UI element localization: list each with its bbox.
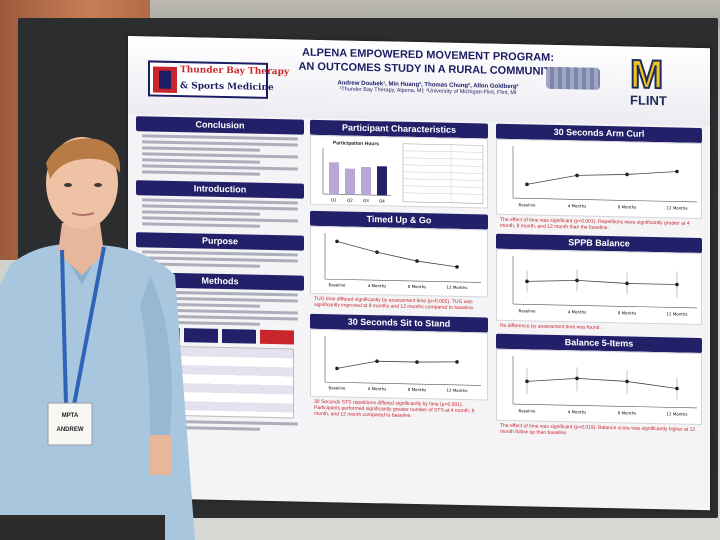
university-mark: M: [629, 52, 664, 99]
tug-tick-2: 4 Months: [368, 283, 386, 288]
balance5-panel: Baseline 4 Months 8 Months 12 Months: [496, 348, 702, 426]
clinic-name-line1: Thunder Bay Therapy: [180, 65, 290, 78]
q-tick-2: Q2: [347, 198, 353, 203]
poster-title-block: ALPENA EMPOWERED MOVEMENT PROGRAM: AN OU…: [278, 45, 578, 97]
poster-header: Thunder Bay Therapy & Sports Medicine AL…: [128, 36, 710, 127]
participation-hours-title: Participation Hours: [333, 140, 379, 147]
name-badge: [47, 402, 93, 446]
conference-logo: [546, 66, 600, 90]
presenter-hair: [46, 138, 121, 179]
sppb-chart: Baseline 4 Months 8 Months 12 Months: [512, 256, 697, 317]
timed-up-go-panel: Baseline 4 Months 8 Months 12 Months: [310, 225, 488, 298]
arm-tick-2: 4 Months: [568, 203, 586, 208]
tug-tick-4: 12 Months: [447, 285, 468, 290]
sppb-panel: Baseline 4 Months 8 Months 12 Months: [496, 248, 702, 326]
sppb-tick-4: 12 Months: [667, 311, 688, 316]
sit-to-stand-panel: Baseline 4 Months 8 Months 12 Months: [310, 328, 488, 401]
participant-panel: Participation Hours Q1 Q2 Q3 Q4: [310, 134, 488, 209]
q-tick-3: Q3: [363, 198, 369, 203]
bar-q1: [329, 162, 339, 195]
sts-tick-4: 12 Months: [447, 388, 468, 393]
arm-curl-panel: Baseline 4 Months 8 Months 12 Months: [496, 138, 702, 220]
middle-column: Participant Characteristics Participatio…: [310, 119, 488, 423]
participation-hours-chart: Participation Hours Q1 Q2 Q3 Q4: [322, 140, 484, 204]
clinic-name-line2: & Sports Medicine: [180, 81, 274, 94]
bal-tick-4: 12 Months: [667, 411, 688, 416]
sts-tick-3: 8 Months: [408, 387, 426, 392]
arm-tick-4: 12 Months: [667, 205, 688, 210]
clinic-logo: Thunder Bay Therapy & Sports Medicine: [148, 60, 289, 99]
sts-tick-1: Baseline: [329, 385, 346, 390]
tug-tick-1: Baseline: [329, 282, 346, 287]
timed-up-go-chart: Baseline 4 Months 8 Months 12 Months: [324, 233, 481, 290]
clinic-logo-mark: [153, 66, 177, 94]
q-tick-1: Q1: [331, 197, 337, 202]
bar-q2: [345, 168, 355, 195]
bal-tick-3: 8 Months: [618, 410, 636, 415]
presenter-person: MPTA ANDREW: [0, 137, 195, 540]
sts-result-note: 30 Seconds STS repetitions differed sign…: [314, 398, 475, 419]
badge-event: MPTA: [62, 413, 79, 419]
q-tick-4: Q4: [379, 198, 385, 203]
sit-to-stand-chart: Baseline 4 Months 8 Months 12 Months: [324, 336, 481, 393]
tug-tick-3: 8 Months: [408, 284, 426, 289]
bar-q4: [377, 166, 387, 196]
tug-result-note: TUG time differed significantly by asses…: [314, 295, 475, 312]
right-column: 30 Seconds Arm Curl Baseline 4 Months 8 …: [496, 123, 702, 441]
arm-curl-chart: Baseline 4 Months 8 Months 12 Months: [512, 146, 697, 211]
presenter-belt: [0, 515, 165, 540]
sppb-tick-3: 8 Months: [618, 310, 636, 315]
bar-q3: [361, 166, 371, 196]
university-name: FLINT: [630, 92, 667, 109]
research-poster: Thunder Bay Therapy & Sports Medicine AL…: [128, 36, 710, 511]
university-logo: M FLINT: [629, 52, 704, 117]
arm-tick-1: Baseline: [519, 202, 536, 207]
presenter-hand: [150, 435, 172, 475]
lanyard: [60, 246, 106, 406]
arm-tick-3: 8 Months: [618, 204, 636, 209]
sppb-tick-1: Baseline: [519, 308, 536, 313]
conclusion-heading: Conclusion: [136, 116, 304, 135]
bal-tick-2: 4 Months: [568, 409, 586, 414]
demographics-table: [402, 143, 484, 204]
bal-tick-1: Baseline: [519, 408, 536, 413]
sts-tick-2: 4 Months: [368, 386, 386, 391]
balance5-result-note: The effect of time was significant (p=0.…: [500, 422, 696, 437]
sppb-tick-2: 4 Months: [568, 309, 586, 314]
presenter-neck: [58, 223, 104, 275]
badge-name: ANDREW: [57, 427, 84, 433]
balance5-chart: Baseline 4 Months 8 Months 12 Months: [512, 356, 697, 417]
